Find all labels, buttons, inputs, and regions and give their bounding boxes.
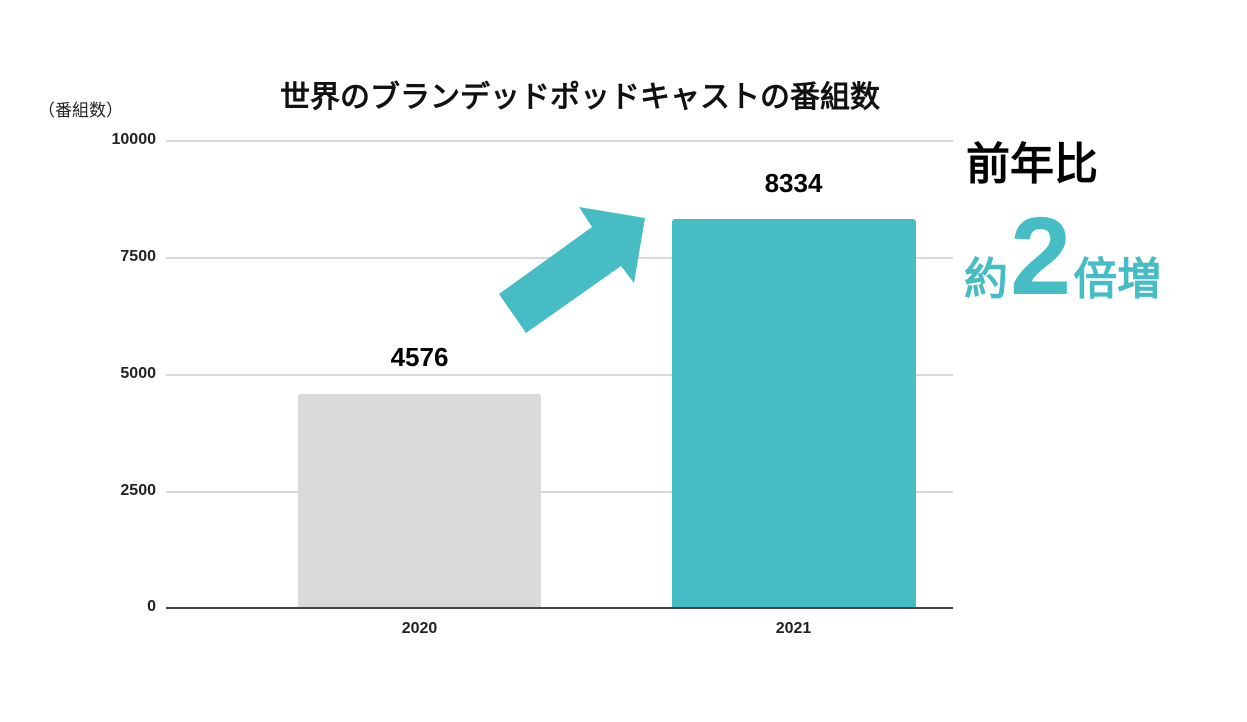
y-tick-label: 0: [147, 598, 156, 615]
growth-multiplier: 約2 倍増: [964, 202, 1161, 312]
multiplier-suffix: 倍増: [1073, 254, 1162, 305]
y-axis-unit-label: （番組数）: [38, 101, 123, 121]
bar-2020: [298, 394, 541, 608]
yoy-label: 前年比: [966, 139, 1098, 190]
multiplier-prefix: 約: [964, 254, 1008, 305]
y-tick-label: 10000: [111, 131, 157, 148]
gridline-2500: [166, 491, 953, 493]
x-tick-label: 2020: [401, 620, 438, 637]
x-tick-label: 2021: [775, 620, 812, 637]
y-tick-label: 2500: [120, 482, 156, 499]
gridline-10000: [166, 140, 953, 142]
y-tick-label: 7500: [120, 248, 156, 265]
chart-title: 世界のブランデッドポッドキャストの番組数: [280, 80, 880, 115]
data-label-2020: 4576: [390, 342, 449, 372]
gridline-5000: [166, 374, 953, 376]
data-label-2021: 8334: [764, 168, 823, 198]
multiplier-number: 2: [1010, 195, 1071, 318]
x-axis-line: [166, 607, 953, 609]
bar-2021: [672, 219, 916, 608]
y-tick-label: 5000: [120, 365, 156, 382]
